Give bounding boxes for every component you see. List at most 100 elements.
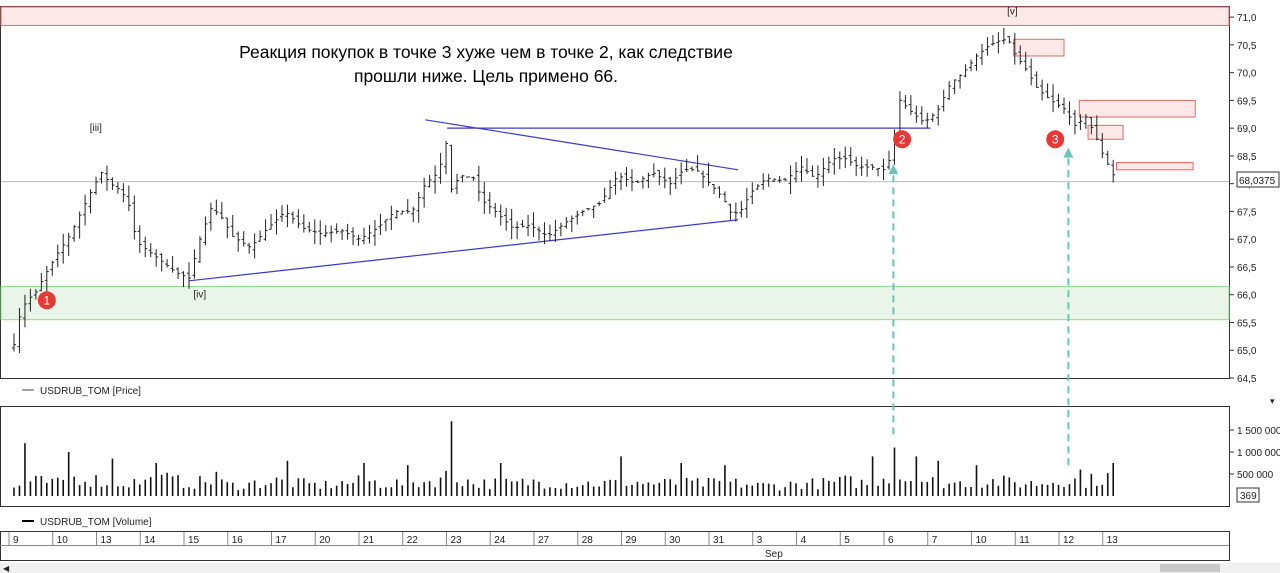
price-bar <box>88 189 93 214</box>
price-bar <box>1012 32 1017 65</box>
price-bar <box>936 105 941 126</box>
price-bar <box>230 214 235 237</box>
price-bar <box>258 230 263 242</box>
price-bar <box>531 212 536 238</box>
price-bar <box>755 183 760 190</box>
price-bar <box>777 175 782 183</box>
price-bar <box>537 226 541 241</box>
point-marker-label: 1 <box>43 293 50 307</box>
date-axis-label: 11 <box>1019 535 1030 546</box>
price-bar <box>340 228 345 241</box>
price-bar <box>865 159 870 177</box>
price-bar <box>285 204 290 228</box>
date-axis-label: 13 <box>101 535 113 546</box>
price-bar <box>1072 110 1077 135</box>
date-axis-label: 29 <box>626 535 638 546</box>
price-bar <box>367 224 372 244</box>
price-bar <box>575 210 580 225</box>
price-legend: USDRUB_TOM [Price] <box>40 386 141 397</box>
arrow-head-2 <box>1063 147 1074 158</box>
price-bar <box>1078 114 1083 131</box>
price-bar <box>799 155 804 182</box>
price-bar <box>252 233 257 259</box>
price-bar <box>498 204 503 226</box>
resistance-box-2 <box>1078 99 1196 118</box>
price-bar <box>33 288 38 300</box>
price-bar <box>958 74 963 89</box>
date-axis-label: 4 <box>801 535 807 546</box>
price-bar <box>750 182 755 205</box>
price-bar <box>722 191 727 203</box>
volume-axis: 1 500 000 1 000 000 500 000 <box>1229 426 1280 481</box>
price-bar <box>394 209 399 219</box>
price-bar <box>137 225 142 253</box>
scroll-left-icon[interactable]: ◀ <box>3 564 10 573</box>
date-axis-label: 27 <box>538 535 550 546</box>
price-bar <box>728 203 733 220</box>
price-bar <box>165 259 170 268</box>
horizontal-scrollbar[interactable] <box>0 563 1280 573</box>
price-axis: 71,070,570,069,569,068,568,067,567,066,5… <box>1229 13 1257 385</box>
panel-resize-icon[interactable]: ▾ <box>1270 396 1275 406</box>
date-axis-label: 10 <box>976 535 988 546</box>
price-bar <box>969 59 974 72</box>
price-bar <box>870 164 875 171</box>
price-bar <box>520 219 525 228</box>
date-axis-label: 15 <box>188 535 200 546</box>
arrows-layer <box>888 147 1074 466</box>
price-bar <box>334 223 339 234</box>
price-bar <box>454 173 459 195</box>
price-bar <box>1067 101 1072 126</box>
price-bar <box>925 112 930 128</box>
resistance-box-4 <box>1116 162 1194 171</box>
price-bar <box>930 113 935 122</box>
price-bar <box>187 262 191 289</box>
price-bar <box>115 182 120 194</box>
price-bar <box>329 225 334 243</box>
price-bar <box>66 232 71 257</box>
price-bar <box>662 167 667 189</box>
volume-last-label: 369 <box>1240 491 1257 502</box>
price-bar <box>1094 115 1099 141</box>
point-markers-layer: 1 2 3 <box>37 130 1065 310</box>
price-bar <box>1089 116 1094 135</box>
price-bar <box>1105 150 1110 166</box>
price-bar <box>433 165 438 194</box>
date-axis-label: 22 <box>407 535 419 546</box>
price-bar <box>1056 93 1061 108</box>
month-label: Sep <box>765 549 783 560</box>
price-bar <box>378 213 383 236</box>
price-bar <box>110 177 115 191</box>
price-bar <box>159 253 164 272</box>
price-bar <box>444 140 449 175</box>
price-bar <box>44 265 49 292</box>
price-bar <box>690 166 695 172</box>
price-bar <box>99 171 104 184</box>
price-bar <box>887 150 891 170</box>
price-bar <box>712 184 716 195</box>
date-axis-label: 24 <box>494 535 506 546</box>
volume-axis-label: 500 000 <box>1237 470 1274 481</box>
price-bar <box>460 174 465 183</box>
zones-layer <box>0 6 1230 321</box>
price-bar <box>569 215 574 233</box>
price-bar <box>143 236 148 258</box>
price-bar <box>646 172 651 189</box>
price-bar <box>351 227 356 246</box>
price-bar <box>356 235 361 246</box>
price-bar <box>181 271 186 288</box>
wave-label: [iv] <box>193 289 206 300</box>
price-axis-label: 67,5 <box>1237 207 1257 218</box>
date-axis: 9 10 13 14 15 16 17 20 21 22 23 24 27 28 29 30 31 3 4 5 6 7 10… <box>8 532 1118 546</box>
volume-legend: USDRUB_TOM [Volume] <box>40 517 152 528</box>
price-bar <box>657 169 662 186</box>
price-bar <box>876 167 881 177</box>
price-bar <box>1034 71 1039 88</box>
price-bar <box>701 170 706 189</box>
price-bar <box>345 223 350 240</box>
scrollbar-thumb[interactable] <box>1160 564 1220 572</box>
price-bar <box>619 172 624 191</box>
price-bar <box>487 192 492 214</box>
price-bar <box>274 209 279 235</box>
